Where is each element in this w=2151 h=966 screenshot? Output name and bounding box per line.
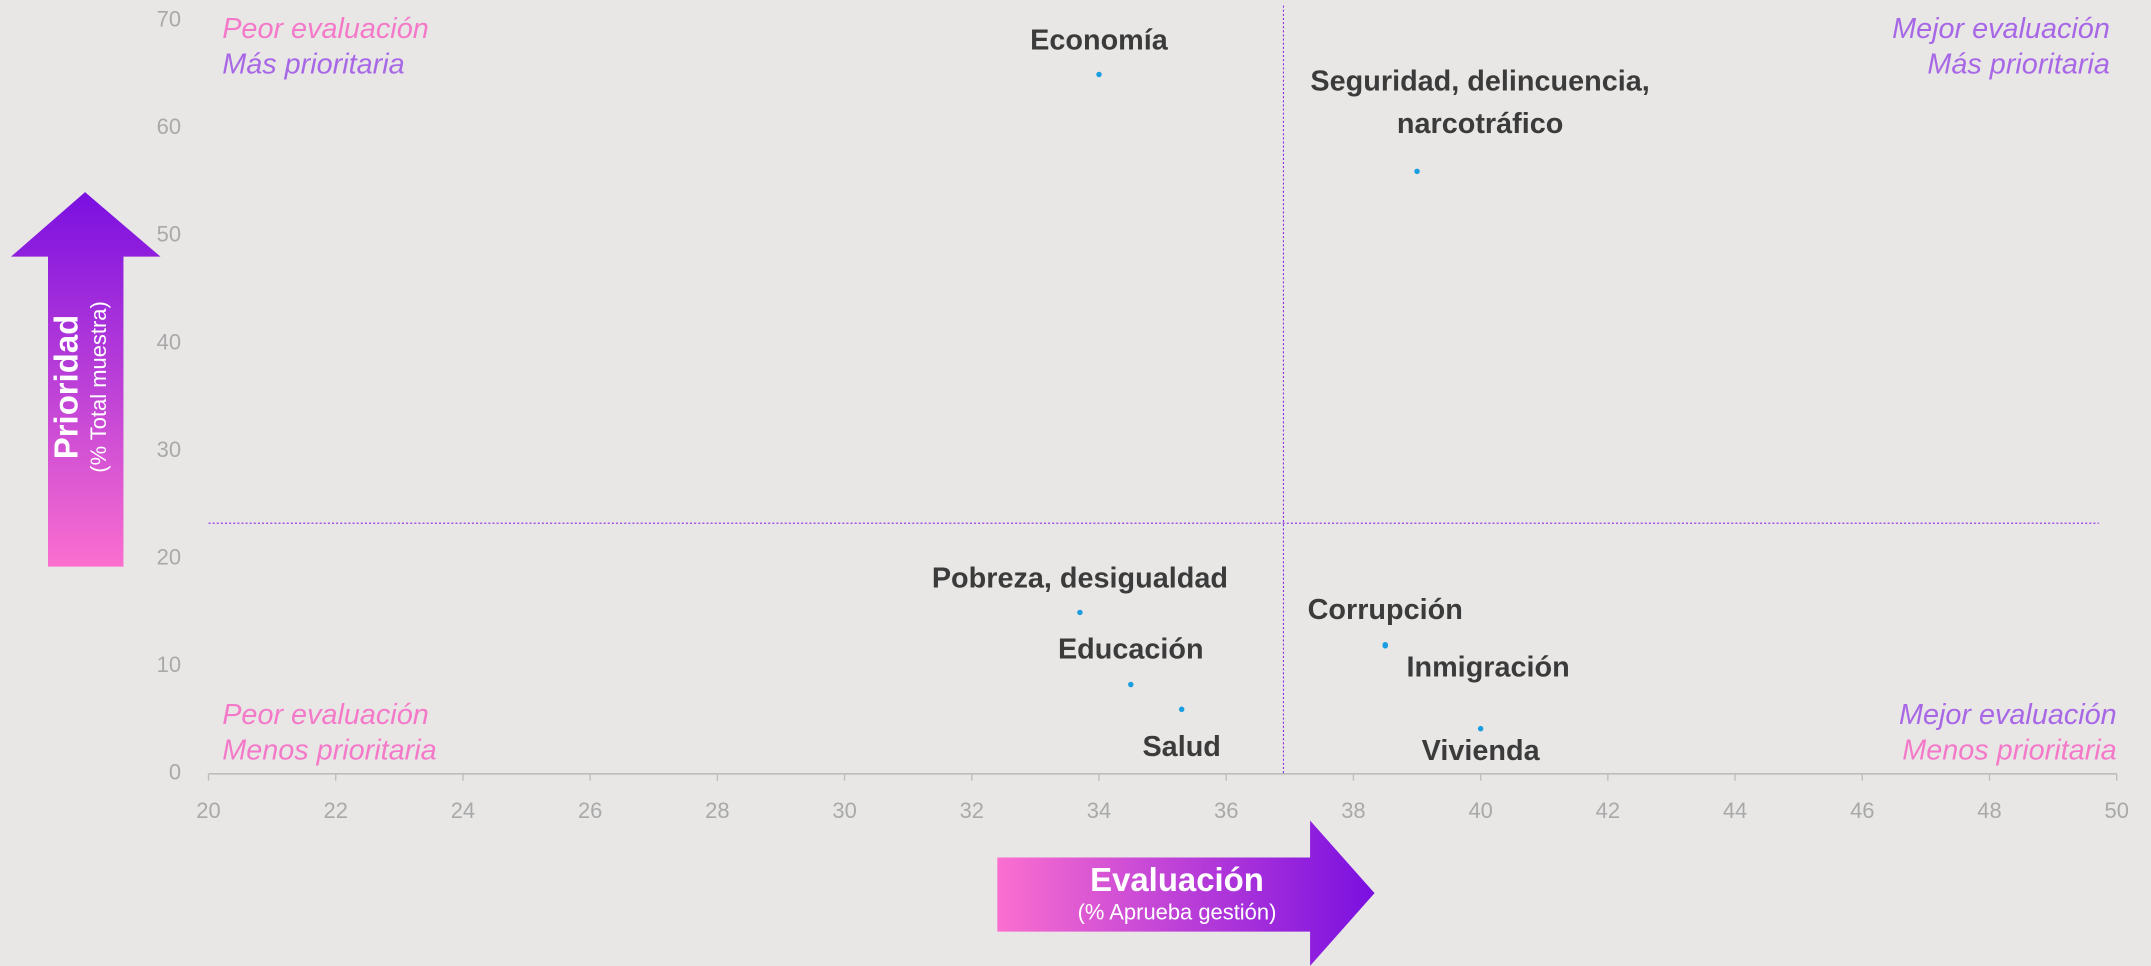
y-tick-label: 60: [157, 114, 181, 139]
x-sublabel: (% Aprueba gestión): [1078, 900, 1277, 925]
y-tick-label: 30: [157, 437, 181, 462]
point-label-box: Economía: [1030, 24, 1168, 56]
quadrant-label: Peor evaluación: [222, 13, 429, 45]
point: [1178, 706, 1185, 713]
quadrant-label: Menos prioritaria: [222, 734, 436, 766]
quadrant-label: Más prioritaria: [222, 49, 404, 81]
point-label: Inmigración: [1406, 651, 1570, 684]
point-label: Educación: [1057, 634, 1204, 666]
point-label-box: Corrupción: [1307, 594, 1463, 627]
x-tick-label: 30: [832, 798, 856, 823]
point-label: Corrupción: [1307, 594, 1463, 627]
point-label-box: Inmigración: [1406, 651, 1570, 684]
point-label-box: Pobreza, desigualdad: [931, 562, 1228, 594]
y-tick-label: 0: [169, 760, 181, 785]
y-arrow: [10, 192, 161, 567]
point: [1128, 681, 1134, 688]
x-tick-label: 34: [1087, 798, 1111, 823]
x-arrow: [997, 820, 1375, 966]
quadrant-label: Mejor evaluación: [1899, 699, 2117, 731]
y-label: Prioridad: [47, 315, 84, 459]
x-tick-label: 36: [1214, 798, 1238, 823]
y-tick-label: 50: [157, 222, 181, 247]
x-label: Evaluación: [1090, 861, 1264, 898]
point: [1096, 71, 1102, 78]
x-tick-label: 38: [1341, 798, 1365, 823]
quadrant-label: Mejor evaluación: [1892, 13, 2110, 45]
y-tick-label: 70: [157, 6, 181, 31]
y-tick-label: 20: [157, 544, 181, 569]
point: [1477, 725, 1484, 732]
x-tick-label: 26: [578, 798, 602, 823]
point-label-box: Salud: [1142, 731, 1221, 764]
point-label: Economía: [1030, 24, 1168, 56]
y-tick-label: 40: [157, 329, 181, 354]
x-tick-label: 44: [1723, 798, 1747, 823]
point-label: Salud: [1142, 731, 1221, 764]
x-tick-label: 24: [451, 798, 475, 823]
x-tick-label: 32: [960, 798, 984, 823]
quadrant-label: Más prioritaria: [1927, 49, 2109, 81]
point-label: Pobreza, desigualdad: [931, 562, 1228, 594]
point: [1414, 168, 1420, 175]
point: [1382, 643, 1388, 649]
x-tick-label: 48: [1977, 798, 2001, 823]
point-label: Vivienda: [1421, 734, 1540, 767]
x-tick-label: 28: [705, 798, 729, 823]
quadrant-label: Peor evaluación: [222, 699, 429, 731]
x-tick-label: 20: [196, 798, 220, 823]
point-label-box: Seguridad, delincuencia, narcotráfico: [1310, 66, 1650, 141]
point-label: Seguridad, delincuencia, narcotráfico: [1310, 66, 1650, 141]
x-tick-label: 40: [1468, 798, 1492, 823]
x-tick-label: 22: [324, 798, 348, 823]
y-tick-label: 10: [157, 652, 181, 677]
y-sublabel: (% Total muestra): [86, 301, 111, 473]
point: [1077, 609, 1083, 616]
x-tick-label: 50: [2105, 798, 2129, 823]
x-tick-label: 46: [1850, 798, 1874, 823]
point-label-box: Vivienda: [1421, 734, 1540, 767]
quadrant-label: Menos prioritaria: [1902, 734, 2116, 766]
point-label-box: Educación: [1057, 634, 1204, 666]
x-tick-label: 42: [1596, 798, 1620, 823]
